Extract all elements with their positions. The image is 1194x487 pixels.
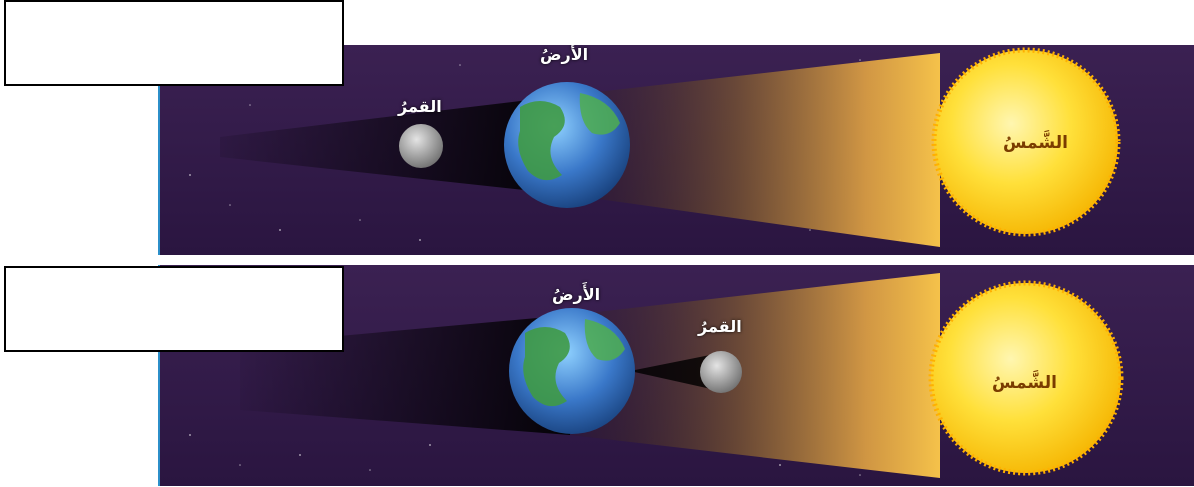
earth-land [518, 101, 565, 181]
earth-label: الأَرضُ [540, 45, 589, 64]
answer-box-top[interactable] [4, 0, 344, 86]
sun [931, 47, 1121, 237]
lunar-eclipse-panel: الأَرضُ القمرُ الشَّمسُ [158, 45, 1194, 255]
earth-land-2 [584, 319, 625, 361]
moon-shadow [630, 353, 720, 391]
earth-land [523, 327, 570, 407]
earth-land-2 [579, 93, 620, 135]
answer-box-bottom[interactable] [4, 266, 344, 352]
sunlight-beam [570, 53, 940, 247]
sun-label: الشَّمسُ [1003, 133, 1068, 153]
earth-label: الأَرضُ [552, 285, 601, 304]
earth-shadow [220, 95, 570, 195]
sunlight-beam [570, 273, 940, 478]
moon [700, 351, 742, 393]
sun [928, 280, 1124, 476]
moon-label: القمرُ [398, 97, 442, 116]
moon [399, 124, 443, 168]
sun-label: الشَّمسُ [992, 373, 1057, 393]
moon-label: القمرُ [698, 317, 742, 336]
panel-divider [158, 255, 1194, 265]
lunar-eclipse-illustration [160, 45, 1194, 255]
